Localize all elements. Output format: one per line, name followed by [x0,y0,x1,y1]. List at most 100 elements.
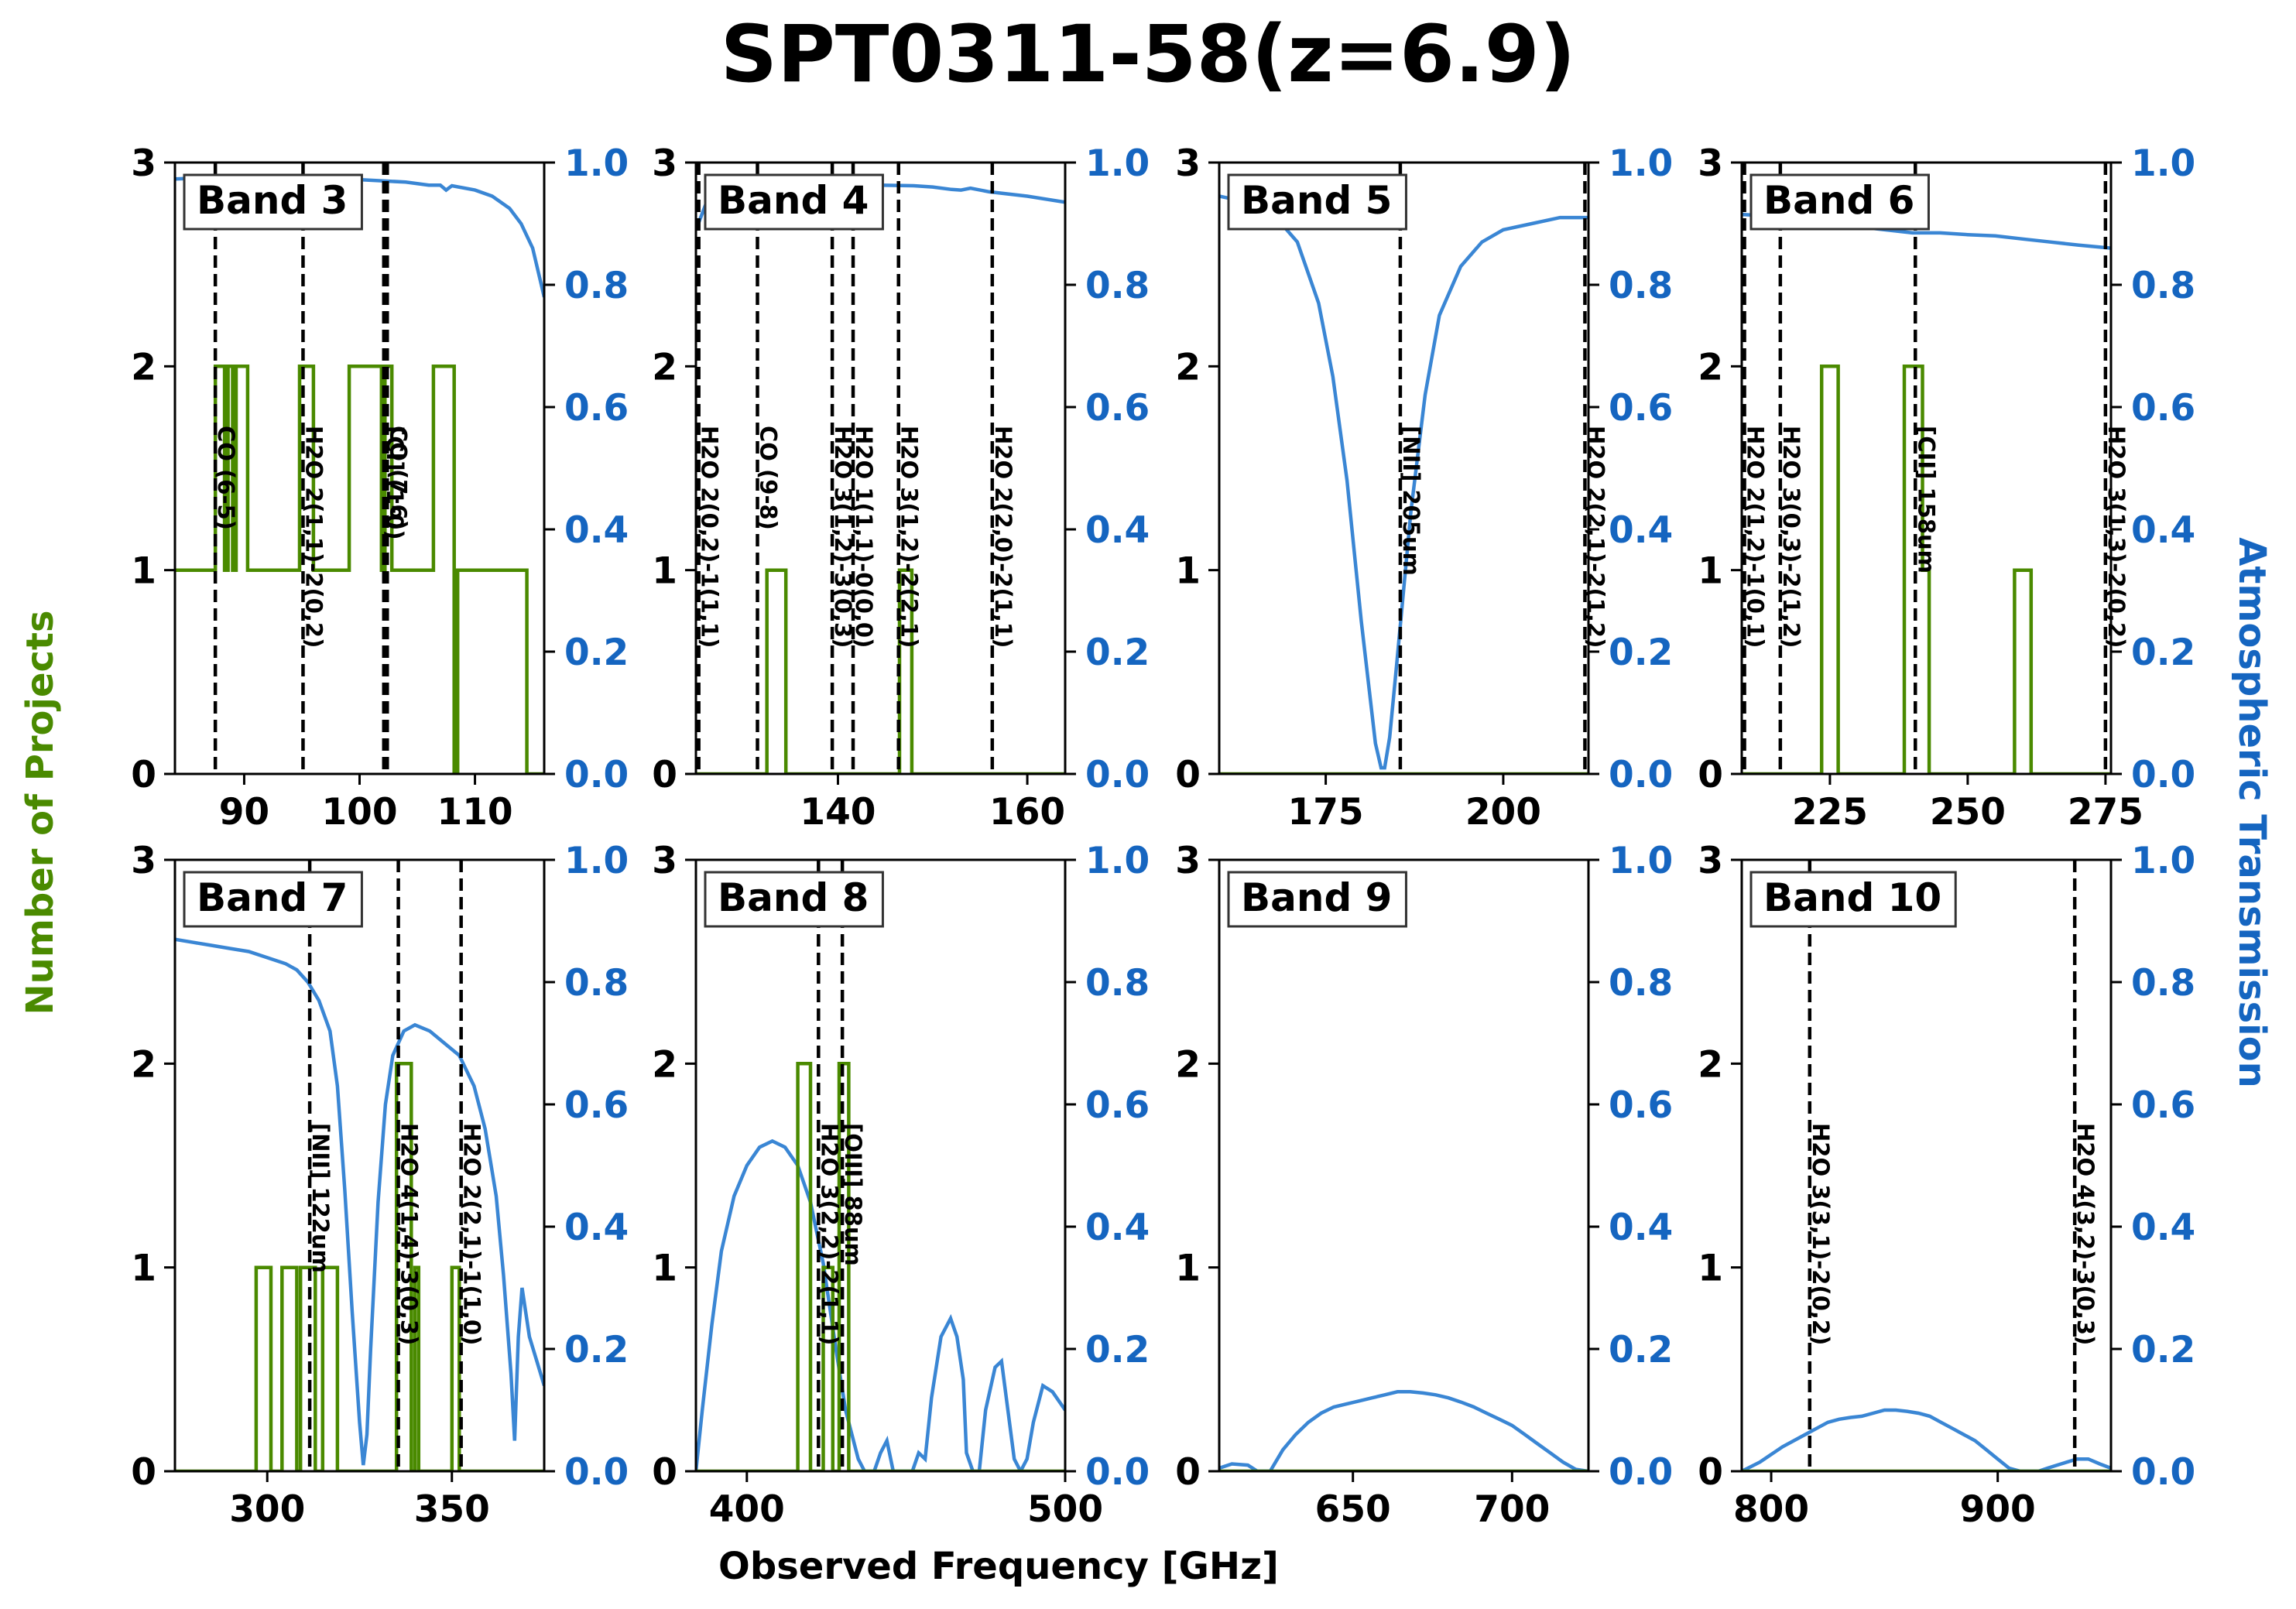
projects-histogram [696,1062,1065,1471]
right-y-tick-label: 0.4 [2131,1207,2195,1249]
left-y-tick-label: 0 [1175,1451,1201,1494]
left-y-tick-label: 0 [1698,754,1723,796]
panel-band-8: H2O 3(2,2)-2(1,1)[OIII] 88um Band 8 400 500… [652,840,1150,1531]
line-label: [NII] 122um [307,1123,334,1273]
line-label: H2O 2(2,1)-2(1,2) [1582,426,1609,648]
x-tick-label: 140 [800,791,876,834]
line-label: H2O 3(1,3)-2(0,2) [2103,426,2130,648]
transmission-curve [1219,1390,1588,1471]
line-label: H2O 2(1,2)-1(0,1) [1743,426,1769,648]
band-label-box [1227,173,1407,231]
left-y-tick-label: 0 [652,1451,677,1494]
right-y-tick-label: 0.4 [564,1207,629,1249]
right-y-tick-label: 0.8 [1609,962,1673,1005]
left-y-tick-label: 0 [131,1451,156,1494]
line-label: [NII] 205um [1398,426,1424,576]
left-y-axis-label: Number of Projects [19,610,62,1015]
left-y-tick-label: 2 [1175,1043,1201,1086]
right-y-tick-label: 0.0 [1609,754,1673,796]
x-tick-label: 800 [1733,1488,1809,1531]
right-y-tick-label: 0.4 [564,509,629,552]
figure-title: SPT0311-58(z=6.9) [721,9,1576,101]
right-y-tick-label: 0.0 [564,1451,629,1494]
left-y-tick-label: 3 [1698,142,1723,185]
plot-area [1742,860,2111,1471]
line-label: H2O 2(2,0)-2(1,1) [990,426,1016,648]
x-tick-label: 90 [219,791,269,834]
right-y-tick-label: 0.6 [2131,1084,2195,1127]
right-y-tick-label: 0.2 [564,1329,629,1371]
panel-band-6: H2O 2(1,2)-1(0,1) H2O 3(0,3)-2(1,2) [CII] … [1698,142,2195,834]
line-label: [CI] (1-0) [382,426,408,540]
left-y-tick-label: 3 [131,840,156,882]
x-axis-label: Observed Frequency [GHz] [718,1545,1279,1588]
transmission-curve [175,937,544,1466]
band-label-box [704,173,884,231]
transmission-curve [1742,1408,2111,1471]
x-tick-label: 500 [1027,1488,1103,1531]
right-y-tick-label: 0.0 [1609,1451,1673,1494]
band-label-text: Band 3 [197,178,348,223]
plot-area [175,163,544,774]
projects-histogram [696,568,1065,774]
right-y-tick-label: 0.6 [1609,387,1673,430]
right-y-tick-label: 0.6 [1085,1084,1150,1127]
right-y-tick-label: 1.0 [564,142,629,185]
left-y-tick-label: 3 [652,142,677,185]
right-y-tick-label: 0.0 [1085,1451,1150,1494]
right-y-tick-label: 0.2 [2131,1329,2195,1371]
right-y-tick-label: 0.8 [2131,962,2195,1005]
right-y-tick-label: 0.8 [564,265,629,307]
left-y-tick-label: 1 [1698,550,1723,593]
right-y-tick-label: 1.0 [1085,840,1150,882]
axes-frame [1740,161,2113,775]
right-y-tick-label: 1.0 [564,840,629,882]
x-tick-label: 275 [2068,791,2144,834]
line-label: CO (6-5) [213,426,239,530]
right-y-tick-label: 0.6 [2131,387,2195,430]
line-label: H2O 4(3,2)-3(0,3) [2072,1123,2099,1345]
x-tick-label: 650 [1315,1488,1391,1531]
band-label-text: Band 4 [718,178,869,223]
right-y-tick-label: 0.2 [1085,1329,1150,1371]
left-y-tick-label: 3 [131,142,156,185]
x-tick-label: 400 [709,1488,785,1531]
band-label-text: Band 9 [1241,875,1392,920]
panel-band-7: [NII] 122um H2O 4(1,4)-3(0,3) H2O 2(2,1)-1… [131,840,629,1531]
right-y-tick-label: 0.0 [2131,754,2195,796]
right-y-tick-label: 0.8 [1085,265,1150,307]
plot-area [1219,163,1588,774]
left-y-tick-label: 2 [1175,346,1201,389]
band-label-text: Band 8 [718,875,869,920]
left-y-tick-label: 0 [652,754,677,796]
right-y-tick-label: 0.0 [2131,1451,2195,1494]
x-tick-label: 175 [1288,791,1364,834]
panel-band-4: H2O 2(0,2)-1(1,1) CO (9-8) H2O 3(1,2)-3(0,… [652,142,1150,834]
right-y-tick-label: 0.8 [1609,265,1673,307]
line-label: CO (7-6) [385,426,411,530]
right-y-tick-label: 0.8 [1085,962,1150,1005]
plot-area [696,163,1065,774]
line-label: H2O 2(0,2)-1(1,1) [697,426,723,648]
axes-frame [1740,858,2113,1473]
line-label: H2O 2(2,1)-1(1,0) [459,1123,485,1345]
left-y-tick-label: 1 [131,1248,156,1290]
right-y-tick-label: 0.8 [564,962,629,1005]
right-y-tick-label: 0.0 [564,754,629,796]
axes-frame [173,858,546,1473]
right-y-axis-label: Atmospheric Transmission [2230,537,2274,1088]
transmission-curve [696,1138,1065,1471]
left-y-tick-label: 3 [1175,142,1201,185]
right-y-tick-label: 0.4 [1085,509,1150,552]
band-label-text: Band 10 [1763,875,1941,920]
left-y-tick-label: 1 [131,550,156,593]
band-label: Band 4 [704,173,884,231]
x-tick-label: 225 [1792,791,1868,834]
x-tick-label: 100 [321,791,397,834]
x-tick-label: 900 [1960,1488,2036,1531]
line-label: H2O 3(2,2)-2(1,1) [816,1123,842,1345]
x-tick-label: 250 [1930,791,2006,834]
transmission-curve [1219,194,1588,770]
